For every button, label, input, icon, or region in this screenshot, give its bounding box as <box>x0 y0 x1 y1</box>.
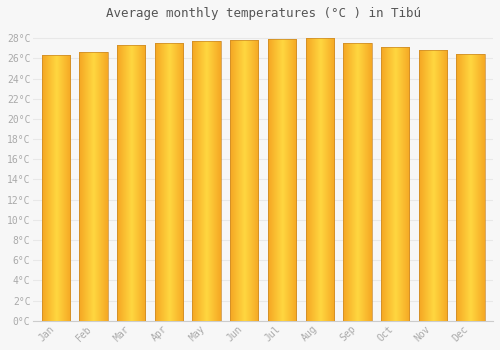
Bar <box>268 39 296 321</box>
Title: Average monthly temperatures (°C ) in Tibú: Average monthly temperatures (°C ) in Ti… <box>106 7 420 20</box>
Bar <box>343 43 372 321</box>
Bar <box>230 40 258 321</box>
Bar <box>117 45 145 321</box>
Bar <box>306 38 334 321</box>
Bar <box>192 41 220 321</box>
Bar <box>80 52 108 321</box>
Bar <box>456 54 484 321</box>
Bar <box>381 47 409 321</box>
Bar <box>155 43 183 321</box>
Bar <box>418 50 447 321</box>
Bar <box>42 55 70 321</box>
